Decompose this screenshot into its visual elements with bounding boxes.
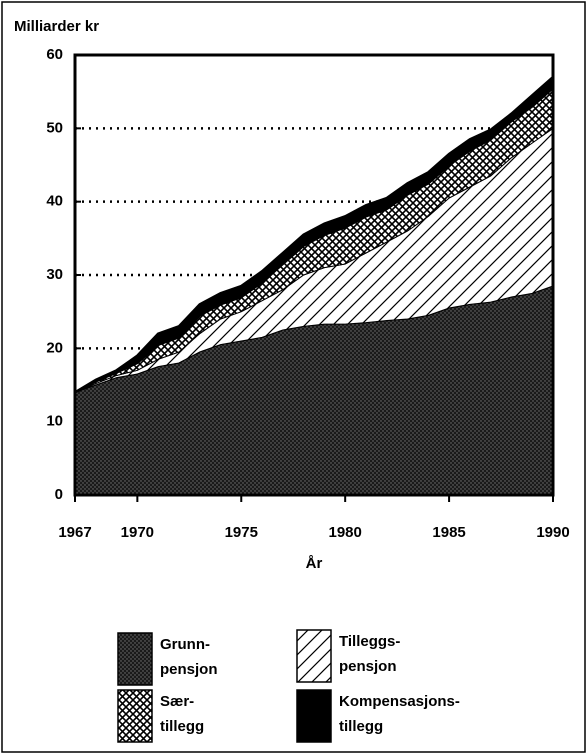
legend-line: pensjon (160, 661, 218, 678)
y-tick-label: 0 (55, 486, 63, 503)
legend-swatch (296, 689, 332, 743)
legend-line: Tilleggs- (339, 633, 400, 650)
x-tick-label: 1985 (432, 524, 465, 541)
y-tick-label: 60 (46, 46, 63, 63)
y-tick-label: 20 (46, 339, 63, 356)
y-tick-label: 40 (46, 193, 63, 210)
x-tick-label: 1980 (328, 524, 361, 541)
legend-label: Tilleggs-pensjon (339, 633, 400, 675)
legend-label: Sær-tillegg (160, 693, 204, 735)
y-tick-label: 50 (46, 119, 63, 136)
legend-label: Kompensasjons-tillegg (339, 693, 460, 735)
legend-line: Grunn- (160, 636, 210, 653)
plot-border (73, 53, 555, 497)
legend-line: tillegg (339, 718, 383, 735)
legend-swatch (117, 632, 153, 686)
legend-line: tillegg (160, 718, 204, 735)
x-tick-label: 1975 (225, 524, 258, 541)
legend-swatch (296, 629, 332, 683)
x-tick-label: 1970 (121, 524, 154, 541)
x-axis-label: År (306, 555, 323, 572)
legend-line: Sær- (160, 693, 194, 710)
y-tick-label: 10 (46, 413, 63, 430)
legend-line: Kompensasjons- (339, 693, 460, 710)
legend-label: Grunn-pensjon (160, 636, 218, 678)
y-tick-label: 30 (46, 266, 63, 283)
y-axis-label: Milliarder kr (14, 18, 99, 35)
x-tick-label: 1990 (536, 524, 569, 541)
x-tick-label: 1967 (58, 524, 91, 541)
legend-swatch (117, 689, 153, 743)
legend-line: pensjon (339, 658, 397, 675)
